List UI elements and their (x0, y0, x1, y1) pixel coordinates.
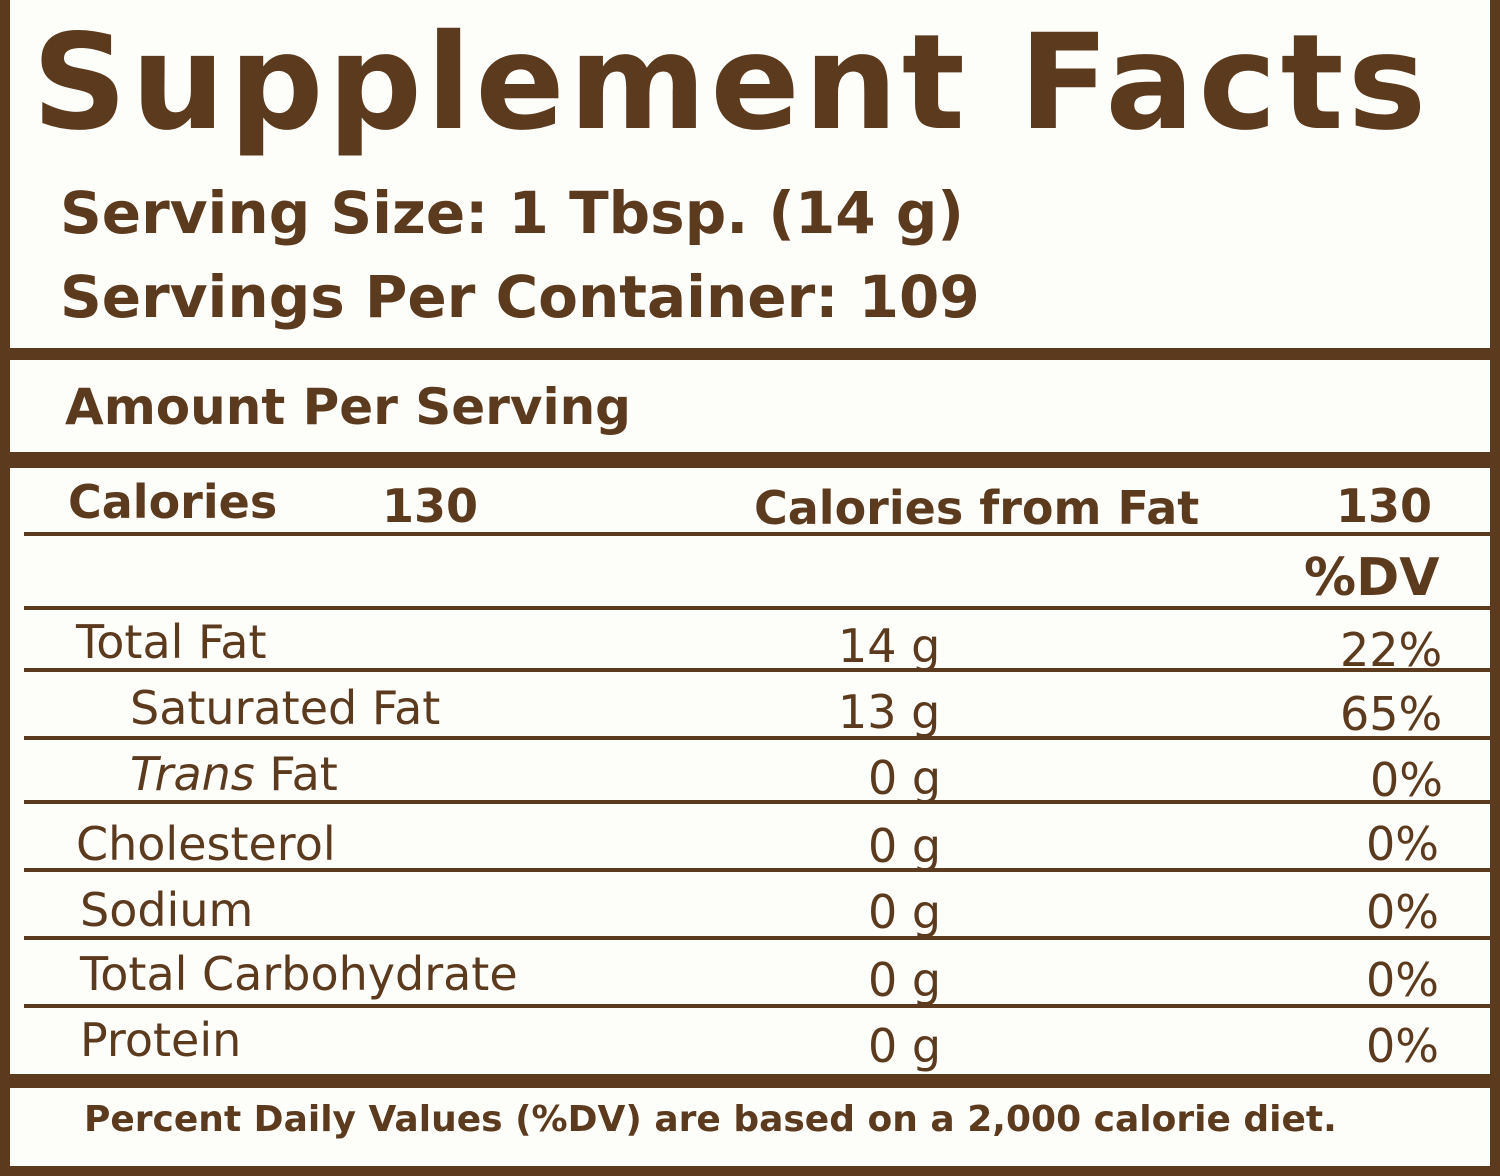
nutrient-name: Saturated Fat (130, 681, 441, 735)
nutrient-name: Trans Fat (130, 746, 338, 802)
nutrient-dv: 0% (1366, 885, 1439, 939)
nutrient-amount: 0 g (868, 819, 942, 873)
nutrient-name: Total Carbohydrate (80, 947, 518, 1001)
row-divider (24, 532, 1496, 536)
nutrient-dv: 0% (1370, 753, 1443, 807)
nutrient-name: Cholesterol (76, 817, 336, 871)
nutrient-dv: 65% (1340, 687, 1443, 741)
nutrient-dv: 0% (1366, 1019, 1439, 1073)
nutrient-name: Total Fat (76, 615, 267, 669)
amount-per-serving-header: Amount Per Serving (65, 378, 631, 436)
nutrient-amount: 0 g (868, 953, 942, 1007)
nutrient-dv: 0% (1366, 817, 1439, 871)
row-divider (24, 1004, 1496, 1008)
nutrient-dv: 0% (1366, 953, 1439, 1007)
calories-label: Calories (68, 475, 278, 529)
row-divider (24, 668, 1496, 672)
row-divider (24, 936, 1496, 940)
nutrient-amount: 0 g (868, 1019, 942, 1073)
serving-size: Serving Size: 1 Tbsp. (14 g) (60, 179, 964, 247)
page-title: Supplement Facts (32, 6, 1431, 160)
divider-band (10, 1074, 1500, 1088)
divider-band (10, 348, 1500, 360)
footnote: Percent Daily Values (%DV) are based on … (84, 1099, 1337, 1140)
row-divider (24, 606, 1496, 610)
nutrient-amount: 0 g (868, 885, 942, 939)
dv-header: %DV (1304, 548, 1440, 608)
nutrient-amount: 0 g (868, 751, 942, 805)
divider-band (10, 452, 1500, 468)
trans-fat-suffix: Fat (254, 747, 338, 801)
calories-from-fat-value: 130 (1336, 479, 1433, 533)
nutrient-name: Protein (80, 1013, 242, 1067)
row-divider (24, 868, 1496, 872)
calories-from-fat-label: Calories from Fat (754, 481, 1200, 535)
servings-per-container: Servings Per Container: 109 (60, 263, 980, 331)
nutrient-name: Sodium (80, 883, 254, 937)
row-divider (24, 800, 1496, 804)
nutrient-amount: 13 g (838, 685, 941, 739)
nutrient-amount: 14 g (838, 619, 941, 673)
trans-italic: Trans (130, 747, 255, 801)
calories-value: 130 (382, 479, 479, 533)
row-divider (24, 736, 1496, 740)
